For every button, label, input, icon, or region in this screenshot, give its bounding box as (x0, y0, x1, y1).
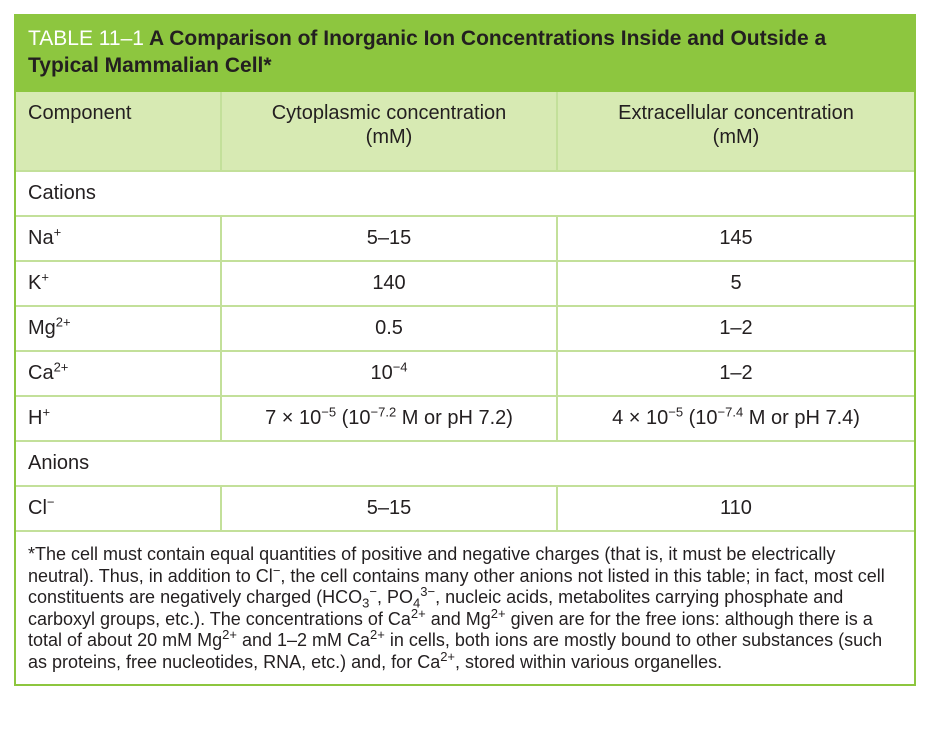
text: , PO (377, 587, 414, 608)
cell: 145 (556, 215, 914, 262)
text: and Mg (425, 608, 491, 629)
data-row: H+ 7 × 10−5 (10−7.2 M or pH 7.2) 4 × 10−5 … (16, 395, 914, 442)
data-row: Ca2+ 10−4 1–2 (16, 350, 914, 397)
superscript: 3− (420, 584, 436, 600)
text: Cl (28, 497, 47, 519)
header-line: Extracellular concentration (618, 102, 854, 124)
text: *The cell must contain equal quantities … (28, 544, 836, 586)
cell: H+ (16, 395, 222, 442)
section-label: Anions (16, 440, 914, 487)
text: 140 (372, 272, 406, 294)
text: (10 (336, 407, 371, 429)
ion-table: Component Cytoplasmic concentration (mM) Ex… (16, 92, 914, 532)
footnote: *The cell must contain equal quantities … (16, 532, 914, 684)
superscript: −5 (668, 404, 684, 420)
data-row: K+ 140 5 (16, 260, 914, 307)
subscript: 3 (362, 595, 370, 611)
text: Mg (28, 317, 56, 339)
header-row: Component Cytoplasmic concentration (mM) Ex… (16, 92, 914, 172)
cell: Na+ (16, 215, 222, 262)
table-label: TABLE 11–1 (28, 27, 144, 50)
text: and 1–2 mM Ca (236, 630, 371, 651)
text: 5–15 (366, 227, 412, 249)
superscript: + (41, 269, 49, 285)
superscript: + (53, 224, 62, 240)
header-line: Cytoplasmic concentration (271, 102, 507, 124)
superscript: 2+ (222, 627, 237, 643)
superscript: 2+ (440, 648, 456, 664)
text: 4 × 10 (612, 407, 669, 429)
cell: Ca2+ (16, 350, 222, 397)
cell: Mg2+ (16, 305, 222, 352)
text: M or pH 7.2) (396, 407, 513, 429)
text: 5 (730, 272, 742, 294)
cell: Cl− (16, 485, 222, 532)
superscript: −4 (392, 359, 408, 375)
text: M or pH 7.4) (743, 407, 860, 429)
cell: 5 (556, 260, 914, 307)
cell: 0.5 (220, 305, 558, 352)
superscript: 2+ (55, 314, 71, 330)
superscript: − (46, 494, 55, 510)
data-row: Na+ 5–15 145 (16, 215, 914, 262)
text: , nucleic acids, metabolites carrying ph… (28, 587, 844, 629)
cell: 1–2 (556, 350, 914, 397)
superscript: 2+ (490, 605, 506, 621)
text: K (28, 272, 42, 294)
text: in cells, both ions are mostly bound to … (28, 630, 883, 672)
text: (10 (683, 407, 718, 429)
text: 5–15 (366, 497, 412, 519)
column-header: Cytoplasmic concentration (mM) (220, 92, 558, 172)
section-row: Anions (16, 440, 914, 487)
section-label: Cations (16, 170, 914, 217)
section-row: Cations (16, 170, 914, 217)
cell: 140 (220, 260, 558, 307)
table-title: TABLE 11–1 A Comparison of Inorganic Ion… (16, 16, 914, 92)
cell: 4 × 10−5 (10−7.4 M or pH 7.4) (556, 395, 914, 442)
text: Ca (28, 362, 54, 384)
superscript: −5 (321, 404, 337, 420)
cell: 5–15 (220, 215, 558, 262)
title-text: A Comparison of Inorganic Ion Concentrat… (28, 27, 827, 77)
superscript: − (369, 584, 377, 600)
superscript: 2+ (410, 605, 426, 621)
text: 10 (370, 362, 393, 384)
text: given are for the free ions: although th… (28, 608, 873, 651)
data-row: Mg2+ 0.5 1–2 (16, 305, 914, 352)
text: 110 (720, 497, 752, 519)
superscript: + (42, 404, 51, 420)
column-header: Extracellular concentration (mM) (556, 92, 914, 172)
column-header: Component (16, 92, 222, 172)
text: 1–2 (719, 362, 753, 384)
header-line: Component (28, 102, 132, 124)
superscript: 2+ (53, 359, 69, 375)
header-line: (mM) (365, 126, 413, 148)
cell: 5–15 (220, 485, 558, 532)
text: H (28, 407, 43, 429)
table-card: TABLE 11–1 A Comparison of Inorganic Ion… (14, 14, 916, 686)
cell: 7 × 10−5 (10−7.2 M or pH 7.2) (220, 395, 558, 442)
text: 145 (719, 227, 753, 249)
text: , stored within various organelles. (455, 651, 723, 672)
text: Na (28, 227, 54, 249)
cell: 110 (556, 485, 914, 532)
text: 0.5 (375, 317, 403, 339)
superscript: −7.2 (370, 404, 397, 420)
superscript: − (272, 562, 281, 578)
text: , the cell contains many other anions no… (28, 565, 885, 608)
header-line: (mM) (712, 126, 760, 148)
cell: 1–2 (556, 305, 914, 352)
superscript: −7.4 (717, 404, 744, 420)
subscript: 4 (413, 595, 421, 611)
cell: 10−4 (220, 350, 558, 397)
data-row: Cl− 5–15 110 (16, 485, 914, 532)
cell: K+ (16, 260, 222, 307)
superscript: 2+ (370, 627, 385, 643)
text: 1–2 (719, 317, 753, 339)
text: 7 × 10 (265, 407, 322, 429)
